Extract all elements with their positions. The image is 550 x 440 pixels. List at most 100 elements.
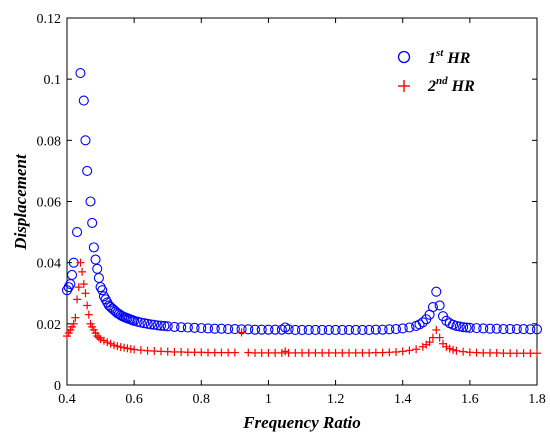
data-point-2nd-hr: [499, 349, 508, 358]
data-point-1st-hr: [310, 324, 321, 336]
data-point-2nd-hr: [486, 348, 494, 357]
legend: 1st HR 2nd HR: [397, 47, 475, 95]
data-point-1st-hr: [263, 324, 274, 335]
data-point-1st-hr: [249, 324, 261, 335]
y-tick-label: 0.02: [37, 318, 62, 333]
data-point-2nd-hr: [277, 348, 286, 357]
data-point-1st-hr: [80, 135, 91, 146]
data-point-1st-hr: [243, 324, 254, 335]
data-point-1st-hr: [85, 196, 96, 207]
data-point-1st-hr: [223, 323, 234, 335]
data-point-1st-hr: [145, 319, 156, 330]
data-point-2nd-hr: [190, 348, 199, 357]
data-point-2nd-hr: [351, 348, 360, 357]
data-point-2nd-hr: [210, 348, 219, 357]
data-point-2nd-hr: [126, 344, 135, 353]
x-tick-label: 0.6: [125, 392, 143, 407]
y-tick-label: 0.08: [37, 134, 62, 149]
data-point-2nd-hr: [385, 348, 394, 357]
data-point-2nd-hr: [83, 301, 92, 310]
data-point-1st-hr: [337, 324, 348, 336]
data-point-1st-hr: [100, 294, 111, 305]
x-axis-label: Frequency Ratio: [242, 413, 361, 432]
series-1st-hr: [61, 68, 543, 336]
data-point-1st-hr: [290, 324, 301, 336]
data-point-2nd-hr: [371, 348, 380, 357]
data-point-2nd-hr: [237, 328, 246, 337]
data-point-2nd-hr: [136, 346, 145, 355]
data-point-1st-hr: [152, 320, 163, 331]
data-point-1st-hr: [431, 286, 442, 297]
data-point-2nd-hr: [465, 348, 474, 357]
data-point-2nd-hr: [526, 349, 535, 358]
data-point-1st-hr: [491, 323, 502, 334]
data-point-2nd-hr: [143, 346, 152, 355]
data-point-2nd-hr: [110, 341, 118, 350]
legend-marker-1st-hr: [397, 50, 411, 64]
data-point-1st-hr: [78, 95, 89, 106]
data-point-2nd-hr: [435, 333, 444, 342]
data-point-2nd-hr: [281, 347, 290, 356]
data-point-2nd-hr: [230, 348, 239, 357]
data-point-1st-hr: [216, 323, 227, 334]
data-point-2nd-hr: [442, 342, 451, 351]
data-point-1st-hr: [370, 324, 381, 335]
legend-label-2nd-hr: 2nd HR: [427, 75, 475, 95]
data-point-1st-hr: [142, 318, 153, 329]
legend-label-2nd-hr-suffix: HR: [448, 78, 475, 95]
data-point-2nd-hr: [69, 319, 78, 328]
data-point-1st-hr: [525, 324, 536, 335]
data-point-2nd-hr: [533, 349, 541, 358]
data-point-2nd-hr: [251, 348, 259, 357]
data-point-2nd-hr: [106, 339, 115, 348]
data-point-2nd-hr: [73, 295, 82, 304]
x-tick-label: 0.4: [58, 392, 76, 407]
y-axis: 0 0.02 0.04 0.06 0.08 0.1 0.12: [37, 12, 537, 394]
data-point-1st-hr: [229, 323, 240, 335]
data-point-2nd-hr: [244, 348, 253, 357]
data-point-2nd-hr: [224, 348, 233, 357]
data-point-2nd-hr: [170, 347, 179, 356]
data-point-1st-hr: [202, 323, 214, 334]
data-point-1st-hr: [390, 323, 402, 335]
data-point-2nd-hr: [150, 347, 159, 356]
data-point-1st-hr: [461, 322, 472, 333]
data-point-1st-hr: [397, 323, 408, 334]
data-point-2nd-hr: [197, 348, 206, 357]
data-point-1st-hr: [155, 320, 167, 331]
data-point-2nd-hr: [157, 347, 165, 356]
data-point-2nd-hr: [445, 344, 454, 353]
data-point-1st-hr: [498, 323, 509, 335]
data-point-2nd-hr: [449, 345, 458, 354]
data-point-2nd-hr: [123, 344, 132, 353]
y-tick-label: 0: [54, 379, 61, 394]
data-point-2nd-hr: [163, 347, 172, 356]
data-point-1st-hr: [169, 321, 180, 332]
data-point-2nd-hr: [76, 258, 85, 267]
data-point-1st-hr: [110, 306, 121, 317]
data-point-1st-hr: [82, 165, 93, 176]
data-point-1st-hr: [511, 323, 522, 335]
data-point-2nd-hr: [84, 310, 93, 319]
data-point-1st-hr: [61, 285, 73, 296]
data-point-2nd-hr: [338, 348, 347, 357]
data-point-1st-hr: [303, 324, 314, 336]
data-point-2nd-hr: [116, 343, 125, 352]
data-point-2nd-hr: [81, 289, 90, 298]
data-point-2nd-hr: [183, 348, 192, 357]
data-point-1st-hr: [427, 301, 438, 313]
legend-label-2nd-hr-base: 2: [427, 78, 436, 95]
data-point-1st-hr: [350, 324, 361, 336]
data-point-2nd-hr: [331, 348, 340, 357]
x-tick-label: 0.8: [193, 392, 211, 407]
data-point-1st-hr: [434, 300, 445, 311]
data-point-1st-hr: [343, 324, 355, 336]
data-point-2nd-hr: [204, 348, 212, 357]
data-point-2nd-hr: [472, 348, 481, 357]
x-tick-label: 1.6: [461, 392, 479, 407]
data-point-2nd-hr: [432, 325, 441, 334]
data-point-2nd-hr: [358, 348, 367, 357]
data-point-2nd-hr: [318, 348, 327, 357]
data-point-1st-hr: [72, 227, 83, 238]
data-point-1st-hr: [276, 324, 287, 335]
